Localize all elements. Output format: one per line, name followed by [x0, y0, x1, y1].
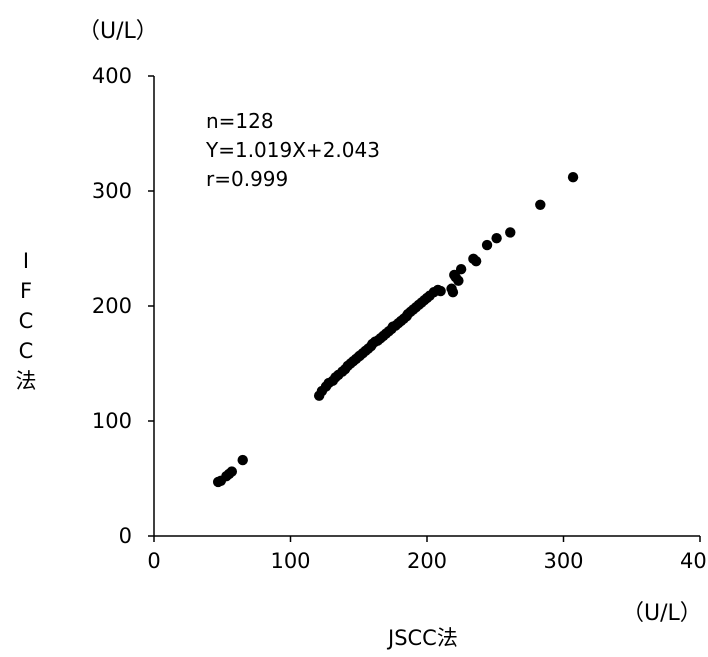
x-tick-label: 0	[147, 549, 160, 573]
data-point	[481, 239, 493, 251]
y-tick-label: 400	[92, 64, 132, 88]
y-tick-label: 300	[92, 179, 132, 203]
x-tick-label: 300	[543, 549, 583, 573]
data-point	[470, 255, 482, 267]
x-tick-label: 200	[407, 549, 447, 573]
y-axis-title-char: C	[19, 309, 34, 333]
x-tick-label: 100	[270, 549, 310, 573]
y-axis-title-char: C	[19, 339, 34, 363]
x-axis-unit: （U/L）	[622, 601, 702, 626]
data-points	[212, 172, 579, 488]
data-point	[567, 172, 579, 183]
y-axis-title-char: F	[20, 279, 32, 303]
annotation-line: r=0.999	[206, 167, 288, 191]
data-point	[453, 275, 464, 286]
y-axis-title-char: 法	[16, 369, 37, 393]
data-point	[455, 264, 467, 275]
data-point	[505, 227, 516, 238]
y-tick-label: 0	[119, 524, 132, 548]
y-axis-title-char: I	[23, 249, 29, 273]
data-point	[447, 287, 459, 298]
y-axis-unit: （U/L）	[78, 19, 158, 44]
x-tick-label: 400	[680, 549, 708, 573]
y-tick-label: 100	[92, 409, 132, 433]
data-point	[237, 454, 248, 466]
data-point	[491, 232, 502, 244]
x-axis-title: JSCC法	[386, 626, 458, 650]
annotation-line: n=128	[206, 109, 274, 133]
annotation-line: Y=1.019X+2.043	[205, 138, 380, 162]
data-point	[535, 199, 546, 210]
axes	[148, 75, 701, 542]
data-point	[435, 285, 446, 297]
axis-labels: （U/L） （U/L） JSCC法	[78, 19, 702, 650]
tick-labels: 0 100 200 300 400 0 100 200 300 400	[92, 64, 708, 573]
data-point	[226, 466, 238, 477]
y-tick-label: 200	[92, 294, 132, 318]
regression-annotations: n=128 Y=1.019X+2.043 r=0.999	[205, 109, 380, 191]
